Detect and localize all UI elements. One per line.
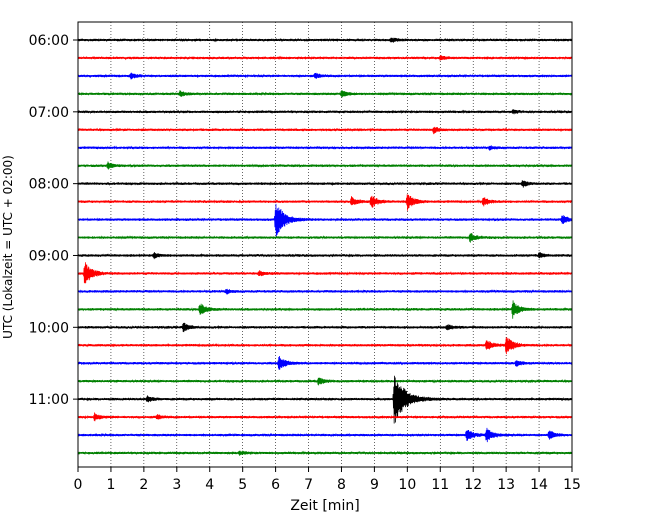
x-tick-label-10: 10 [398,477,416,493]
trace-0715 [77,126,573,135]
x-axis-label: Zeit [min] [290,498,359,514]
trace-0600 [77,37,573,43]
x-tick-label-13: 13 [497,477,515,493]
trace-0745 [77,161,573,170]
trace-1030 [77,356,573,370]
trace-0915 [77,262,573,284]
x-tick-label-7: 7 [304,477,313,493]
plot-frame [77,21,573,468]
trace-0845 [77,233,573,243]
x-tick-label-12: 12 [464,477,482,493]
y-axis: 06:00 07:00 08:00 09:00 10:00 11:00 [29,33,78,408]
trace-0630 [77,72,573,80]
y-tick-label-3: 09:00 [29,248,69,264]
trace-1130 [77,427,573,443]
trace-group [77,37,573,456]
y-tick-label-0: 06:00 [29,33,69,49]
x-tick-label-1: 1 [106,477,115,493]
y-tick-label-2: 08:00 [29,177,69,193]
trace-0830 [77,203,573,237]
x-tick-label-6: 6 [271,477,280,493]
trace-0730 [77,145,573,151]
x-tick-label-8: 8 [337,477,346,493]
y-tick-label-1: 07:00 [29,105,69,121]
x-tick-label-0: 0 [74,477,83,493]
x-tick-label-11: 11 [431,477,449,493]
x-tick-label-14: 14 [530,477,548,493]
trace-0700 [77,109,573,115]
trace-1115 [77,412,573,422]
trace-0800 [77,180,573,188]
trace-0930 [77,288,573,295]
trace-1045 [77,377,573,386]
x-tick-label-5: 5 [238,477,247,493]
trace-1145 [77,450,573,456]
x-tick-label-9: 9 [370,477,379,493]
x-tick-label-2: 2 [139,477,148,493]
trace-0900 [77,251,573,260]
x-tick-label-3: 3 [172,477,181,493]
x-tick-label-4: 4 [205,477,214,493]
trace-1000 [77,322,573,333]
trace-0815 [77,194,573,211]
trace-1100 [77,375,573,424]
trace-1015 [77,337,573,355]
trace-0945 [77,300,573,319]
y-tick-label-4: 10:00 [29,320,69,336]
y-tick-label-5: 11:00 [29,392,69,408]
trace-0645 [77,90,573,98]
y-axis-label: UTC (Lokalzeit = UTC + 02:00) [1,155,15,339]
trace-0615 [77,55,573,61]
x-axis: 0 1 2 3 4 5 6 7 8 9 10 11 12 13 14 15 [74,467,581,493]
x-tick-label-15: 15 [563,477,581,493]
